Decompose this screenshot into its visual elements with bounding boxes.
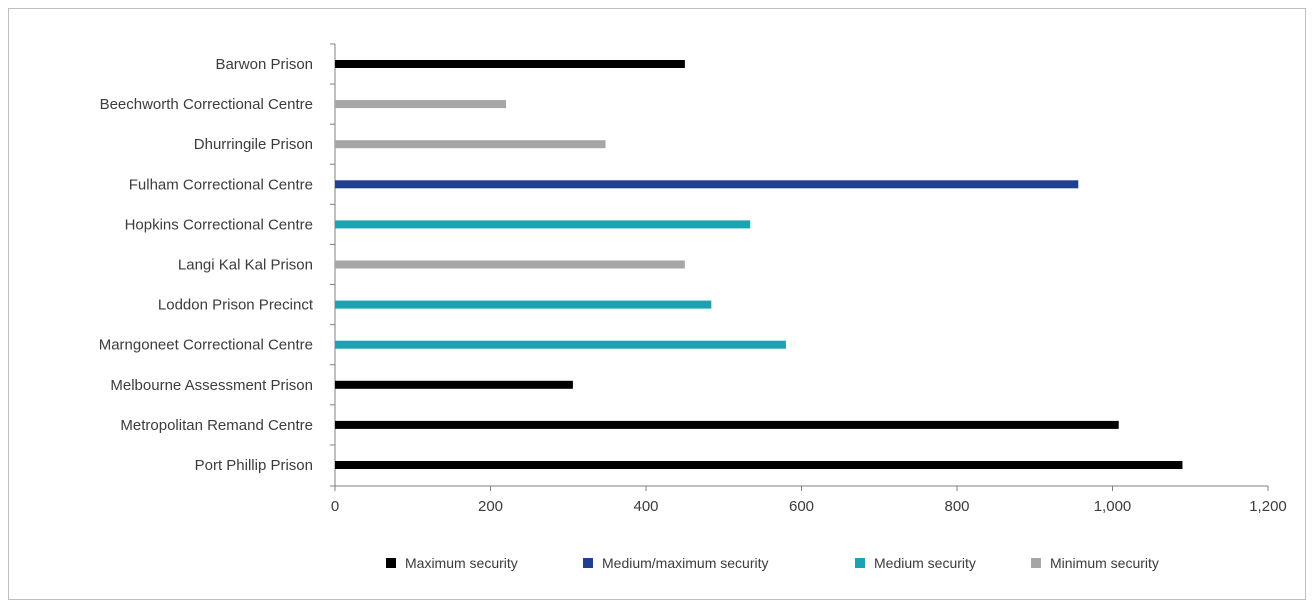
legend-label: Maximum security <box>405 555 518 571</box>
legend-label: Medium/maximum security <box>602 555 768 571</box>
bar <box>335 260 685 269</box>
category-label: Hopkins Correctional Centre <box>125 216 313 233</box>
category-label: Dhurringile Prison <box>194 136 313 153</box>
legend-swatch <box>583 558 593 568</box>
x-tick-label: 200 <box>478 498 503 515</box>
bar <box>335 180 1079 189</box>
category-labels: Barwon Prison Beechworth Correctional Cen… <box>99 56 314 474</box>
legend-swatch <box>386 558 396 568</box>
category-label: Marngoneet Correctional Centre <box>99 337 313 354</box>
legend-swatch <box>855 558 865 568</box>
category-label: Metropolitan Remand Centre <box>120 417 313 434</box>
x-tick-label: 600 <box>789 498 814 515</box>
category-label: Langi Kal Kal Prison <box>178 257 313 274</box>
x-tick-label: 1,000 <box>1094 498 1132 515</box>
bars <box>335 60 1183 469</box>
bar <box>335 100 507 109</box>
legend-label: Minimum security <box>1050 555 1159 571</box>
bar <box>335 140 606 149</box>
category-label: Loddon Prison Precinct <box>158 297 314 314</box>
bar <box>335 220 751 229</box>
category-label: Barwon Prison <box>215 56 313 73</box>
legend-swatch <box>1031 558 1041 568</box>
bar <box>335 300 712 309</box>
category-label: Fulham Correctional Centre <box>129 176 313 193</box>
x-tick-label: 800 <box>944 498 969 515</box>
bar <box>335 461 1183 469</box>
bar <box>335 60 685 68</box>
x-tick-label: 0 <box>331 498 339 515</box>
legend: Maximum security Medium/maximum security M… <box>386 555 1159 571</box>
x-axis-ticks: 0 200 400 600 800 1,000 1,200 <box>331 486 1287 515</box>
category-label: Beechworth Correctional Centre <box>100 96 313 113</box>
x-tick-label: 400 <box>633 498 658 515</box>
x-tick-label: 1,200 <box>1249 498 1287 515</box>
bar <box>335 420 1119 429</box>
legend-label: Medium security <box>874 555 976 571</box>
category-label: Melbourne Assessment Prison <box>110 377 313 394</box>
bar <box>335 340 786 349</box>
bar <box>335 380 573 389</box>
category-label: Port Phillip Prison <box>195 457 313 474</box>
